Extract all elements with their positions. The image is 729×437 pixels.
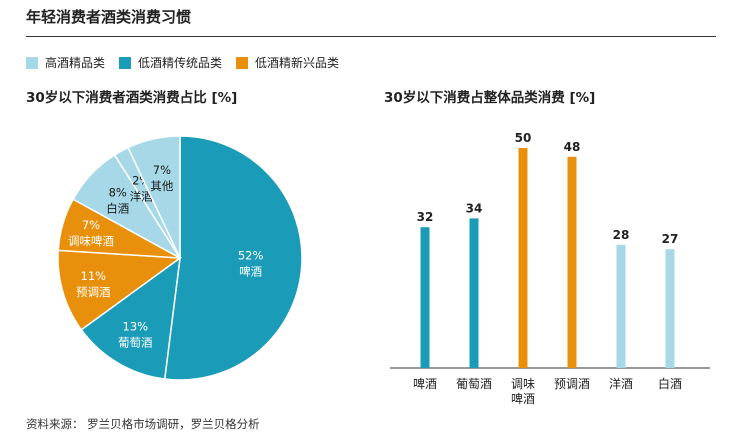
pie-slice-0 xyxy=(163,135,303,381)
legend-swatch xyxy=(119,56,132,69)
source-note: 资料来源： 罗兰贝格市场调研，罗兰贝格分析 xyxy=(26,417,260,431)
pie-category-label: 预调酒 xyxy=(76,285,111,299)
pie-slice-1 xyxy=(80,256,181,380)
pie-pct-label: 7% xyxy=(82,218,100,232)
pie-slice-2 xyxy=(57,249,183,331)
bar-category-label: 洋酒 xyxy=(609,376,633,391)
bar-value-label: 50 xyxy=(515,131,532,145)
bar-0 xyxy=(420,227,430,368)
pie-pct-label: 11% xyxy=(81,269,107,283)
bar-category-label: 葡萄酒 xyxy=(456,377,492,391)
bar-category-label: 啤酒 xyxy=(511,391,535,406)
bar-value-label: 28 xyxy=(613,228,630,242)
legend: 高酒精品类 低酒精传统品类 低酒精新兴品类 xyxy=(26,54,339,71)
pie-category-label: 啤酒 xyxy=(239,264,262,278)
bar-chart-title: 30岁以下消费占整体品类消费 [%] xyxy=(384,90,596,106)
bar-value-label: 27 xyxy=(662,232,679,246)
legend-item-high-alcohol: 高酒精品类 xyxy=(26,54,105,71)
pie-slice-6 xyxy=(127,135,181,259)
pie-chart-title: 30岁以下消费者酒类消费占比 [%] xyxy=(26,90,238,106)
legend-swatch xyxy=(26,56,38,69)
bar-4 xyxy=(616,244,626,368)
bar-category-label: 调味 xyxy=(511,377,535,391)
bar-1 xyxy=(469,218,479,368)
legend-label: 低酒精新兴品类 xyxy=(255,56,340,70)
bar-5 xyxy=(665,249,675,368)
bar-3 xyxy=(567,156,577,368)
pie-pct-label: 52% xyxy=(238,248,264,262)
bar-value-label: 34 xyxy=(466,201,483,215)
pie-pct-label: 13% xyxy=(123,320,149,334)
pie-pct-label: 8% xyxy=(109,186,127,200)
bar-value-label: 32 xyxy=(417,210,434,224)
page-title: 年轻消费者酒类消费习惯 xyxy=(26,8,192,26)
legend-item-low-alcohol-traditional: 低酒精传统品类 xyxy=(119,54,222,71)
legend-item-low-alcohol-emerging: 低酒精新兴品类 xyxy=(236,54,339,71)
bar-value-label: 48 xyxy=(564,140,581,154)
legend-label: 高酒精品类 xyxy=(45,56,106,70)
pie-category-label: 其他 xyxy=(150,179,173,193)
bar-category-label: 白酒 xyxy=(658,376,682,391)
pie-category-label: 葡萄酒 xyxy=(118,336,153,350)
pie-category-label: 洋酒 xyxy=(130,189,153,203)
bar-category-label: 啤酒 xyxy=(413,376,437,391)
bar-2 xyxy=(518,148,528,368)
pie-category-label: 调味啤酒 xyxy=(68,234,114,248)
legend-swatch xyxy=(236,56,249,69)
bar-category-label: 预调酒 xyxy=(554,377,590,391)
title-divider xyxy=(26,36,716,37)
pie-category-label: 白酒 xyxy=(106,202,129,216)
pie-pct-label: 7% xyxy=(153,163,171,177)
legend-label: 低酒精传统品类 xyxy=(138,56,223,70)
